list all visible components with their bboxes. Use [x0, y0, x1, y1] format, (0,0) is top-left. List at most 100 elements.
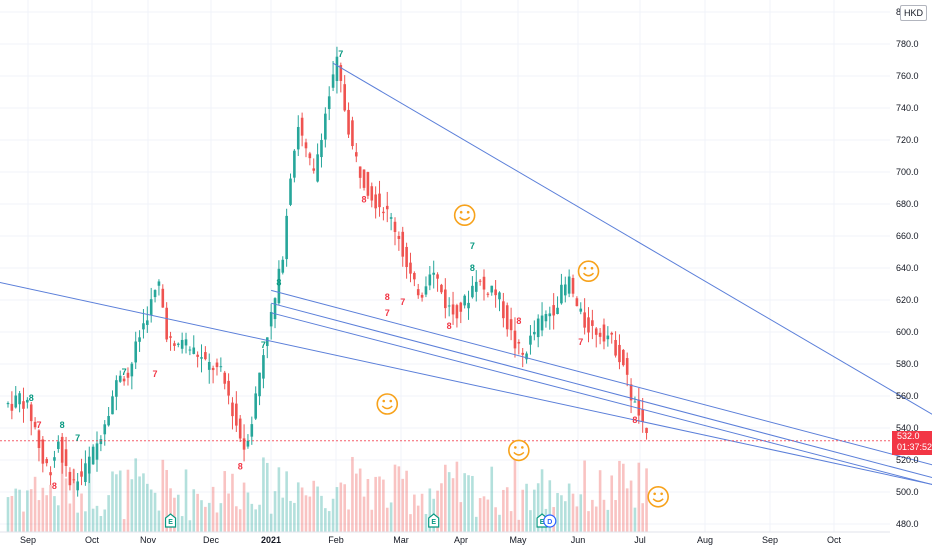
- currency-badge[interactable]: HKD: [900, 5, 928, 21]
- volume-bar: [37, 500, 41, 532]
- trendline: [271, 312, 932, 486]
- volume-bar: [444, 464, 447, 532]
- candle-body: [192, 347, 196, 354]
- signal-label: 8: [238, 462, 243, 472]
- candle-body: [126, 372, 130, 378]
- candle-body: [591, 320, 594, 326]
- last-price-value: 532.0: [897, 431, 920, 441]
- y-tick-label: 780.0: [896, 39, 919, 49]
- volume-bar: [385, 507, 389, 532]
- candle-body: [215, 362, 219, 368]
- candle-body: [285, 215, 288, 260]
- volume-bar: [41, 487, 45, 532]
- volume-bar: [289, 500, 292, 532]
- volume-bar: [513, 459, 517, 532]
- candle-body: [107, 415, 110, 426]
- volume-bar: [374, 476, 377, 532]
- volume-bar: [397, 466, 401, 532]
- candle-body: [200, 357, 203, 359]
- candle-body: [432, 272, 435, 275]
- volume-bar: [362, 496, 366, 532]
- volume-bar: [72, 469, 76, 532]
- volume-bar: [625, 488, 629, 532]
- candle-body: [304, 142, 308, 149]
- volume-bar: [18, 489, 21, 532]
- volume-bar: [204, 506, 207, 532]
- volume-bar: [591, 499, 594, 532]
- volume-bar: [223, 471, 227, 532]
- candle-body: [146, 320, 149, 325]
- candle-body: [548, 313, 552, 317]
- candle-body: [6, 403, 10, 405]
- signal-label: 8: [470, 263, 475, 273]
- candle-body: [498, 292, 501, 300]
- candle-body: [625, 358, 629, 375]
- svg-text:D: D: [547, 519, 552, 526]
- volume-bar: [277, 467, 281, 532]
- volume-bar: [447, 472, 451, 532]
- volume-bar: [351, 456, 354, 532]
- candle-body: [505, 305, 509, 330]
- candle-body: [587, 317, 590, 333]
- candle-body: [471, 285, 474, 298]
- candle-body: [478, 280, 482, 282]
- volume-bar: [347, 509, 350, 532]
- candle-body: [521, 352, 525, 355]
- smiley-icon: [647, 485, 669, 508]
- volume-bar: [115, 474, 118, 532]
- volume-layer: [6, 456, 648, 532]
- volume-bar: [610, 475, 614, 532]
- volume-bar: [339, 482, 343, 532]
- candle-body: [115, 380, 118, 397]
- x-tick-label: Apr: [454, 535, 468, 545]
- trendline: [271, 302, 932, 479]
- axis-layer: 800780.0760.0740.0720.0700.0680.0660.064…: [0, 7, 919, 545]
- volume-bar: [227, 493, 230, 532]
- candle-body: [335, 56, 339, 82]
- volume-bar: [370, 509, 374, 532]
- volume-bar: [641, 503, 644, 532]
- volume-bar: [107, 495, 110, 532]
- grid-layer: [0, 0, 890, 532]
- volume-bar: [87, 465, 91, 532]
- volume-bar: [633, 507, 637, 532]
- candle-body: [552, 305, 555, 316]
- volume-bar: [95, 505, 99, 532]
- volume-bar: [494, 507, 497, 532]
- candle-body: [382, 211, 385, 214]
- candle-body: [366, 172, 370, 196]
- volume-bar: [281, 497, 285, 532]
- volume-bar: [389, 502, 393, 532]
- svg-text:E: E: [540, 519, 545, 526]
- candle-body: [393, 221, 397, 233]
- volume-bar: [219, 503, 223, 532]
- volume-bar: [273, 491, 277, 532]
- candle-body: [351, 120, 354, 147]
- y-tick-label: 560.0: [896, 391, 919, 401]
- candle-body: [242, 438, 246, 450]
- volume-bar: [637, 462, 641, 532]
- volume-bar: [165, 469, 168, 532]
- candle-body: [347, 109, 350, 135]
- candle-body: [231, 402, 234, 417]
- volume-bar: [467, 475, 470, 532]
- volume-bar: [366, 479, 370, 532]
- volume-bar: [583, 460, 586, 532]
- price-layer: [6, 46, 648, 497]
- candle-body: [447, 305, 451, 307]
- candle-body: [517, 341, 521, 344]
- candle-body: [99, 439, 103, 445]
- candle-body: [18, 393, 21, 405]
- candle-body: [467, 302, 470, 309]
- volume-bar: [440, 483, 443, 532]
- volume-bar: [502, 489, 505, 532]
- y-tick-label: 700.0: [896, 167, 919, 177]
- signal-label: 8: [60, 420, 65, 430]
- volume-bar: [598, 470, 602, 532]
- candle-body: [188, 349, 192, 351]
- candle-body: [76, 481, 79, 491]
- volume-bar: [629, 480, 633, 532]
- candle-body: [196, 354, 199, 357]
